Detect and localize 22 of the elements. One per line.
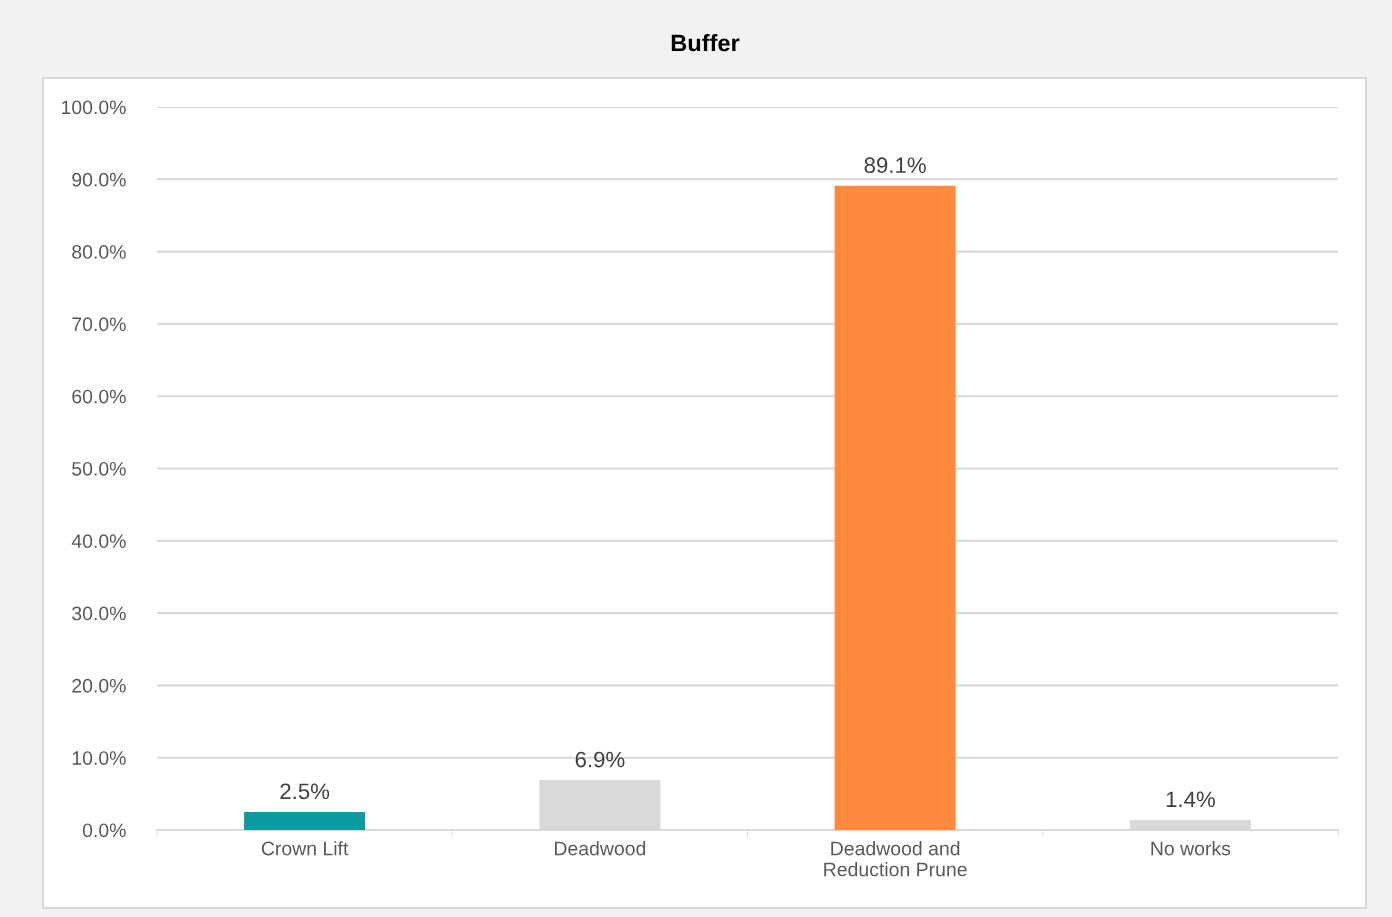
- data-label: 89.1%: [864, 157, 926, 174]
- x-tick-label: Deadwood: [554, 841, 646, 856]
- y-tick-label: 90.0%: [72, 172, 126, 187]
- y-tick-label: 80.0%: [72, 245, 126, 259]
- chart-title: Buffer: [671, 34, 740, 52]
- data-label: 6.9%: [575, 751, 625, 768]
- x-tick-label: Crown Lift: [261, 841, 349, 856]
- data-label: 1.4%: [1166, 791, 1215, 808]
- bar: [244, 811, 366, 830]
- y-tick-label: 100.0%: [61, 100, 126, 115]
- y-tick-label: 30.0%: [72, 606, 126, 621]
- x-tick-label: Deadwood and Reduction Prune: [824, 841, 967, 877]
- y-tick-label: 70.0%: [72, 317, 126, 332]
- y-tick-label: 20.0%: [72, 678, 126, 693]
- data-label: 2.5%: [280, 783, 330, 800]
- bar: [834, 185, 956, 830]
- x-tick-label: No works: [1151, 841, 1231, 856]
- y-tick-label: 0.0%: [82, 823, 126, 838]
- y-tick-label: 60.0%: [72, 389, 126, 404]
- y-tick-label: 10.0%: [72, 751, 126, 765]
- y-tick-label: 50.0%: [72, 461, 126, 476]
- y-tick-label: 40.0%: [71, 534, 126, 549]
